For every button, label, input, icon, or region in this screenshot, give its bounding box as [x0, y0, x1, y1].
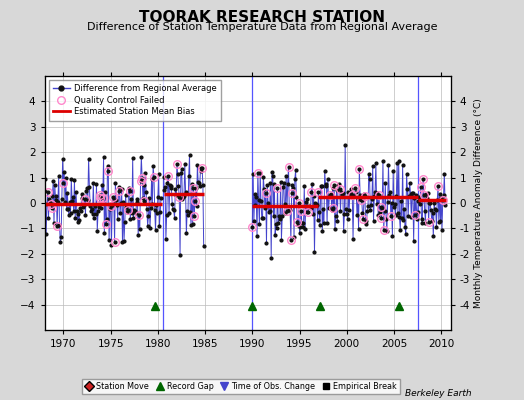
Text: TOORAK RESEARCH STATION: TOORAK RESEARCH STATION	[139, 10, 385, 25]
Legend: Station Move, Record Gap, Time of Obs. Change, Empirical Break: Station Move, Record Gap, Time of Obs. C…	[82, 378, 400, 394]
Text: Difference of Station Temperature Data from Regional Average: Difference of Station Temperature Data f…	[87, 22, 437, 32]
Legend: Difference from Regional Average, Quality Control Failed, Estimated Station Mean: Difference from Regional Average, Qualit…	[49, 80, 221, 120]
Y-axis label: Monthly Temperature Anomaly Difference (°C): Monthly Temperature Anomaly Difference (…	[474, 98, 483, 308]
Text: Berkeley Earth: Berkeley Earth	[405, 389, 472, 398]
